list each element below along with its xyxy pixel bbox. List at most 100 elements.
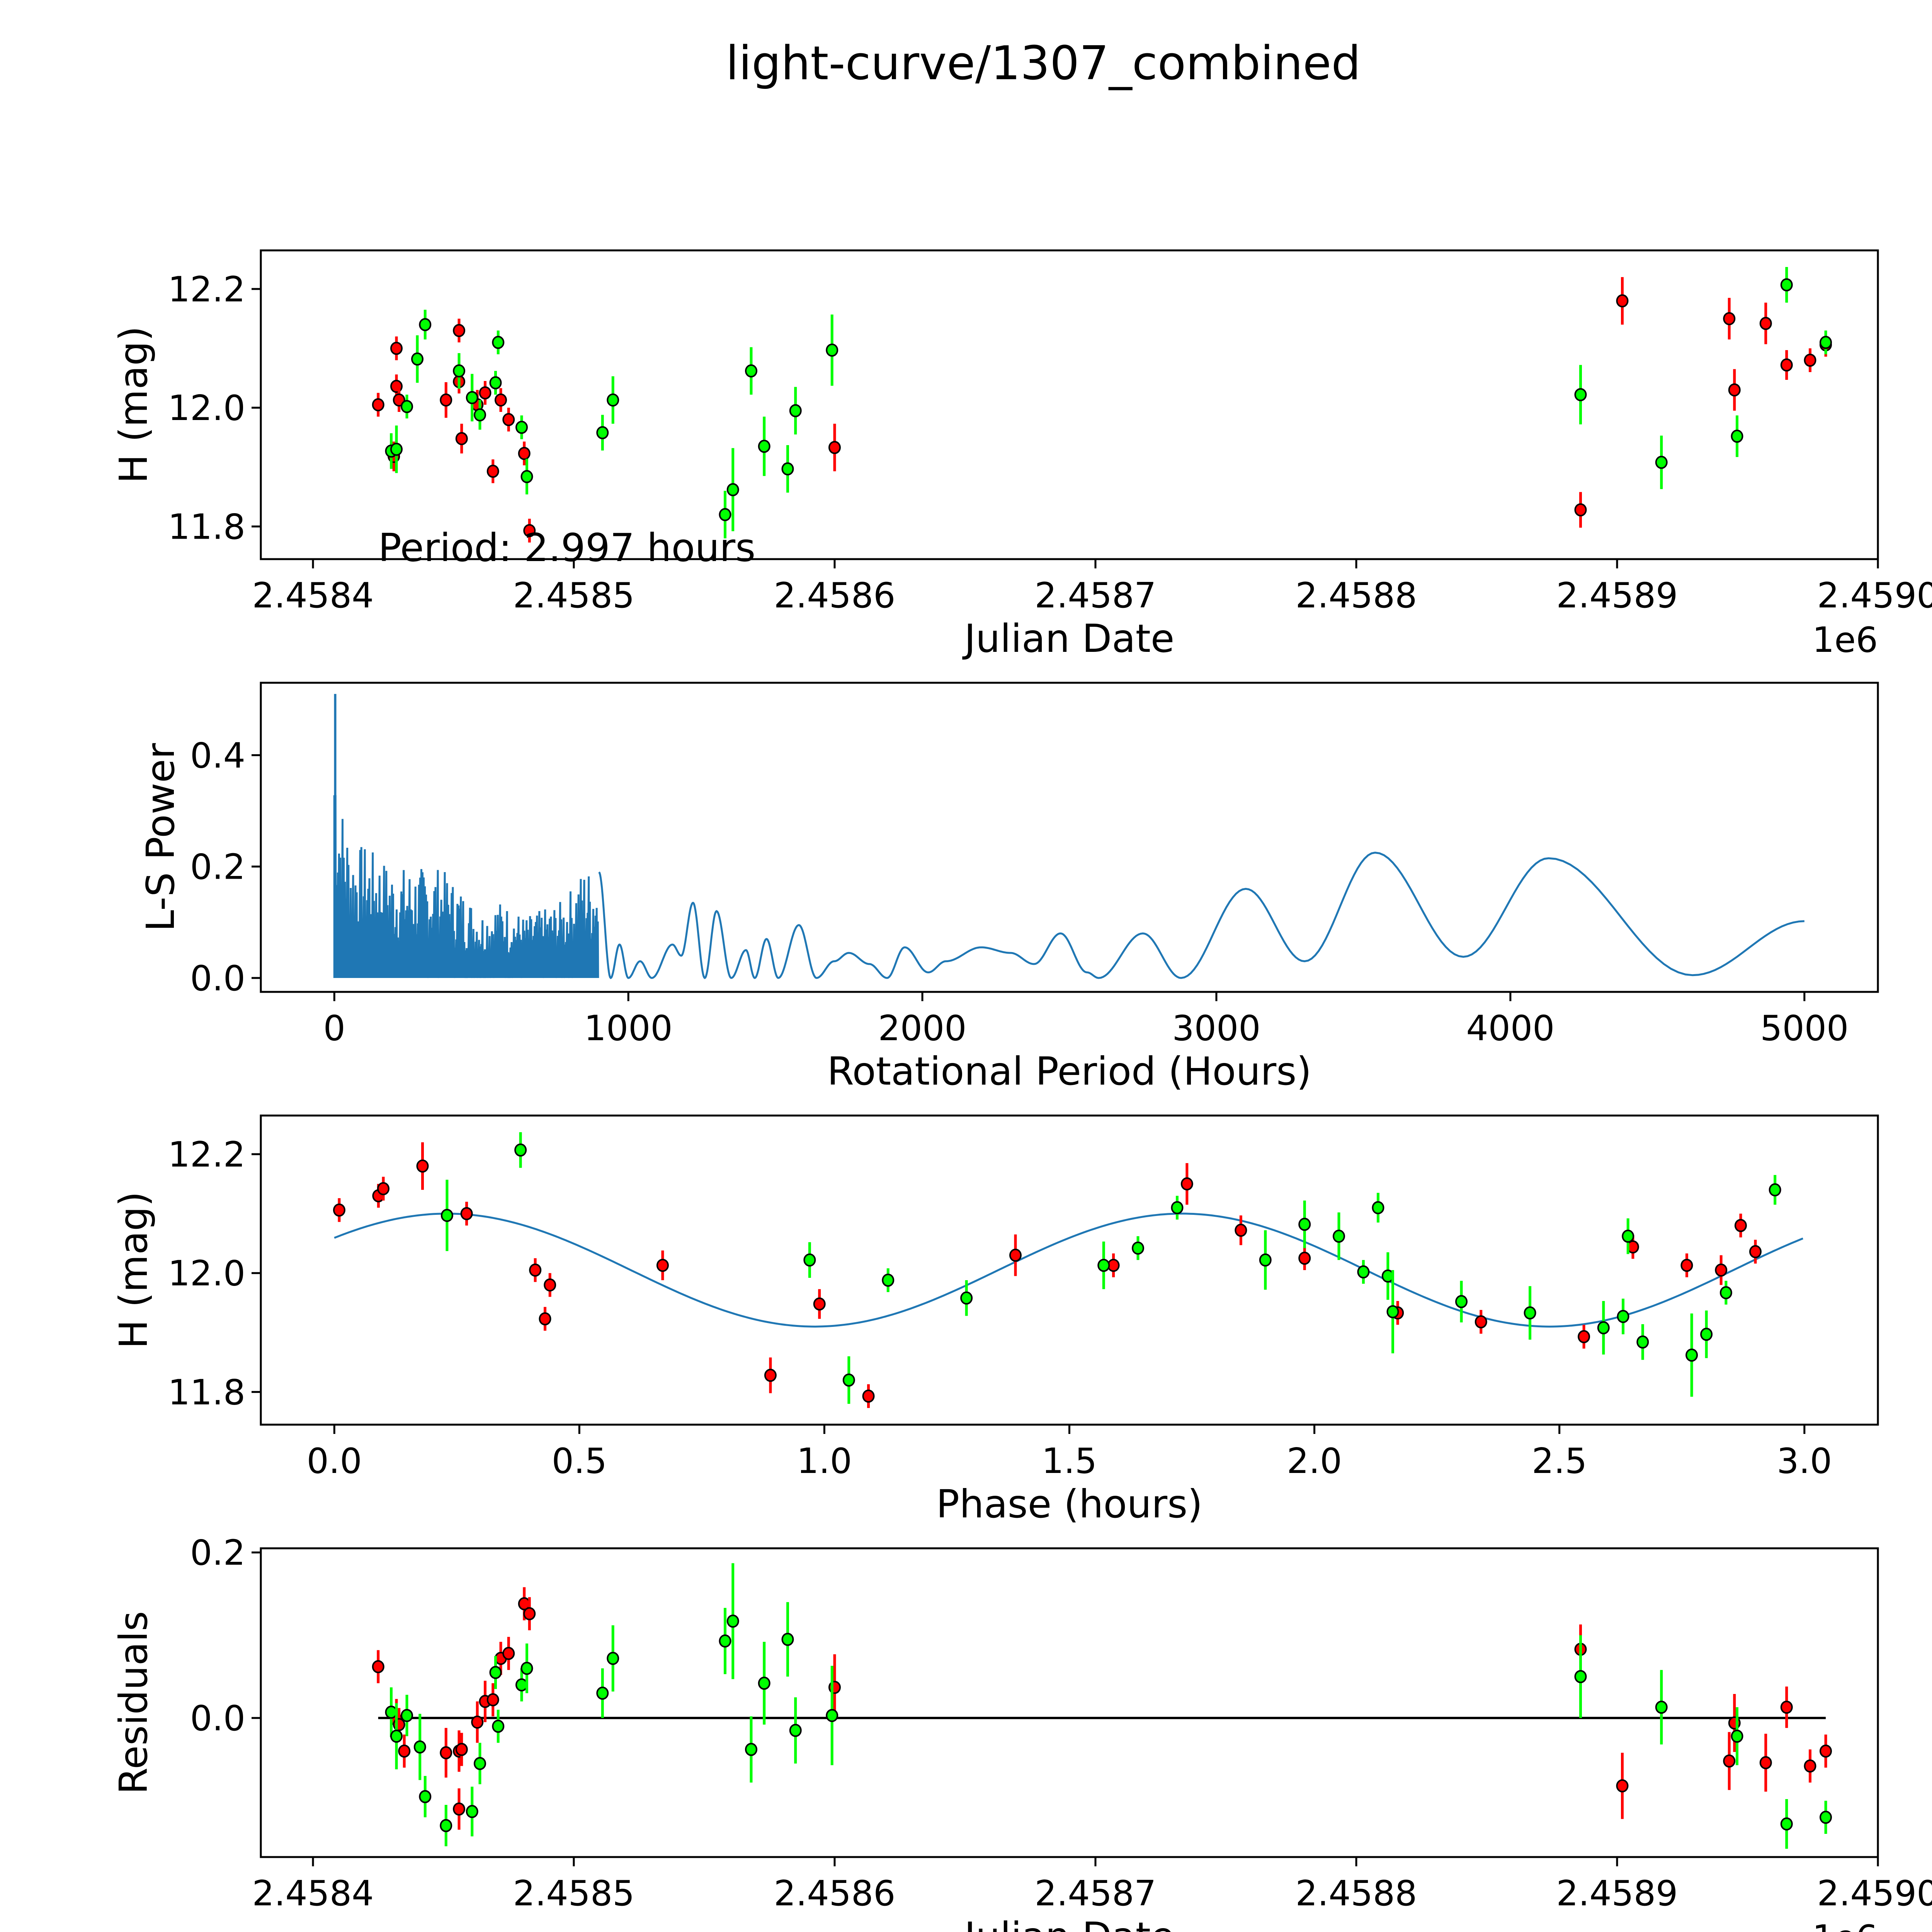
data-point-red [333,1198,345,1222]
x-offset-label: 1e6 [1812,1918,1878,1932]
data-point-green [596,415,609,451]
marker [419,1790,432,1803]
marker [520,470,533,483]
marker [453,364,465,378]
data-point-red [1578,1325,1590,1349]
data-point-green [596,1668,609,1718]
x-tick-label: 2.4589 [1556,575,1678,616]
data-point-red [529,1258,542,1282]
marker [372,398,384,412]
data-point-green [781,445,794,493]
marker [1719,1286,1732,1299]
marker [813,1297,826,1311]
marker [515,1678,528,1692]
marker [390,1730,403,1743]
data-point-green [1820,1801,1832,1834]
data-point-red [390,336,403,361]
y-tick-label: 12.2 [168,1134,245,1175]
data-point-green [758,417,770,476]
marker [1780,1701,1793,1714]
marker [523,1607,536,1621]
marker [1616,294,1629,308]
data-point-green [781,1602,794,1677]
axes-frame [260,1547,1879,1858]
data-point-red [486,459,499,483]
marker [882,1274,895,1287]
data-point-red [1107,1253,1120,1277]
data-point-red [1235,1215,1247,1245]
panel-residuals: 2.4584 2.4585 2.4586 2.4587 2.4588 2.4589 2.45… [111,1533,1932,1932]
marker [1578,1330,1590,1344]
data-point-red [1715,1255,1728,1285]
marker [1372,1201,1384,1214]
data-point-green [474,400,486,430]
data-point-red [1574,492,1587,528]
data-point-green [1820,330,1832,354]
marker [398,1744,411,1758]
marker [1235,1223,1247,1237]
data-point-green [1655,435,1668,489]
marker [826,1709,838,1722]
data-point-red [1820,1734,1832,1768]
marker [518,447,531,460]
marker [539,1312,551,1326]
x-tick-label: 2.5 [1532,1441,1587,1481]
y-axis-label: Residuals [111,1611,156,1794]
data-point-red [1804,1749,1816,1783]
data-point-red [1475,1310,1487,1334]
marker [1455,1295,1468,1308]
marker [1622,1230,1634,1243]
data-point-green [419,1776,432,1818]
marker [781,462,794,476]
marker [1617,1310,1629,1323]
marker [1616,1779,1629,1793]
marker [1636,1335,1649,1349]
marker [656,1259,669,1272]
data-point-green [492,1709,505,1743]
x-axis-label: Rotational Period (Hours) [827,1049,1312,1094]
data-point-red [1804,348,1816,372]
marker [1728,383,1741,397]
data-point-green [726,1563,739,1679]
marker [474,408,486,422]
y-tick-label: 0.2 [190,847,245,888]
marker [1680,1259,1693,1272]
marker [1723,1754,1736,1768]
x-tick-label: 2.4584 [252,575,374,616]
marker [607,1651,619,1665]
plot-area [372,1563,1832,1849]
data-point-green [401,395,413,418]
x-tick-label: 1.0 [797,1441,852,1481]
marker [492,336,505,349]
data-point-green [789,387,802,435]
data-point-green [419,310,432,340]
marker [607,393,619,407]
data-point-red [453,1788,465,1830]
data-point-red [471,1701,484,1743]
x-axis-label: Julian Date [962,616,1175,661]
data-point-red [372,1650,384,1684]
marker [1009,1248,1022,1262]
x-tick-label: 2.4586 [774,575,896,616]
figure-title: light-curve/1307_combined [726,37,1361,90]
periodogram-line [598,852,1804,980]
data-point-red [416,1142,429,1190]
x-tick-label: 0 [323,1008,345,1049]
x-tick-label: 4000 [1466,1008,1554,1049]
marker [719,508,731,521]
data-point-red [539,1307,551,1331]
marker [1097,1259,1110,1272]
marker [486,1693,499,1707]
x-tick-label: 2.4587 [1035,575,1156,616]
marker [803,1253,816,1267]
data-point-red [377,1177,390,1201]
marker [514,1143,527,1157]
data-point-red [502,1637,515,1670]
x-tick-label: 1000 [584,1008,673,1049]
x-tick-label: 1.5 [1042,1441,1097,1481]
marker [515,420,528,434]
marker [1574,388,1587,401]
marker [486,464,499,478]
marker [390,342,403,355]
